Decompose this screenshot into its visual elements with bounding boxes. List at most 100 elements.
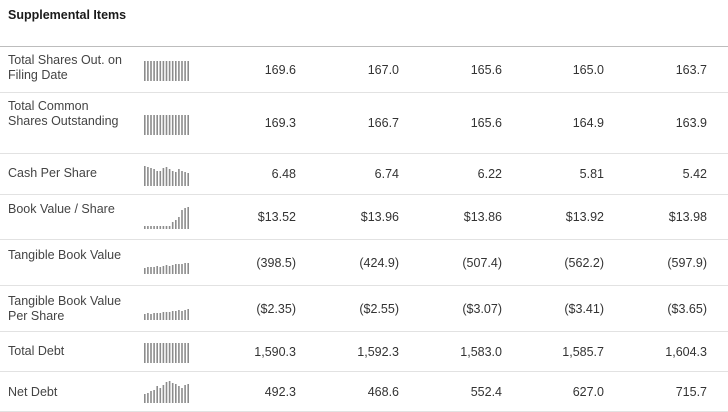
- sparkline-chart[interactable]: [143, 297, 191, 321]
- sparkline-bar: [156, 114, 158, 135]
- value-cell: 164.9: [572, 116, 604, 130]
- sparkline-bar: [181, 343, 183, 363]
- sparkline-bar: [162, 61, 165, 81]
- sparkline-bar: [181, 61, 183, 81]
- sparkline-bar: [171, 265, 174, 274]
- sparkline-bar: [165, 265, 168, 274]
- sparkline-bar: [162, 167, 165, 186]
- sparkline-bar: [153, 390, 155, 403]
- sparkline-chart[interactable]: [143, 163, 191, 187]
- sparkline-bar: [184, 343, 186, 363]
- sparkline-bar: [150, 391, 152, 403]
- sparkline-bar: [184, 171, 186, 186]
- value-cell: 1,590.3: [254, 344, 296, 359]
- sparkline-bar: [147, 343, 149, 363]
- sparkline-bar: [187, 172, 189, 186]
- value-cell: 5.42: [682, 167, 707, 181]
- sparkline-bar: [165, 114, 168, 135]
- sparkline-bar: [171, 221, 174, 229]
- sparkline-bar: [168, 225, 171, 229]
- sparkline-bar: [162, 225, 165, 229]
- table-row: Total Shares Out. on Filing Date 169.6 167…: [0, 47, 728, 93]
- value-cell: (562.2): [564, 255, 604, 270]
- value-cell: 166.7: [367, 116, 399, 130]
- table-row: Tangible Book Value (398.5) (424.9) (507.4)…: [0, 240, 728, 286]
- value-cell: 6.48: [271, 167, 296, 181]
- sparkline-bar: [144, 314, 146, 320]
- sparkline-bar: [156, 225, 158, 229]
- value-cell: 169.6: [264, 62, 296, 77]
- value-cell: ($2.55): [359, 301, 399, 316]
- sparkline-bar: [175, 384, 177, 403]
- sparkline-chart[interactable]: [143, 380, 191, 404]
- sparkline-bar: [168, 61, 171, 81]
- value-cell: 6.22: [477, 167, 502, 181]
- table-row: Tangible Book Value Per Share ($2.35) ($2.…: [0, 286, 728, 332]
- sparkline-bar: [153, 343, 155, 363]
- sparkline-bar: [153, 168, 155, 186]
- row-label: Total Common Shares Outstanding: [8, 99, 119, 128]
- table-row: Total Debt 1,590.3 1,592.3 1,583.0 1,585.7 1,…: [0, 332, 728, 372]
- sparkline-bar: [178, 168, 180, 186]
- sparkline-bar: [181, 114, 183, 135]
- sparkline-bar: [150, 343, 152, 363]
- sparkline-bar: [187, 206, 189, 229]
- value-cell: ($2.35): [256, 301, 296, 316]
- sparkline-chart[interactable]: [143, 251, 191, 275]
- header-divider: [0, 46, 728, 47]
- sparkline-bar: [162, 266, 165, 274]
- table-row: Cash Per Share 6.48 6.74 6.22 5.81 5.42: [0, 154, 728, 195]
- table-row: Net Debt 492.3 468.6 552.4 627.0 715.7: [0, 372, 728, 412]
- sparkline-chart[interactable]: [143, 58, 191, 82]
- sparkline-bar: [181, 170, 183, 186]
- table-row: Total Common Shares Outstanding 169.3 166.…: [0, 93, 728, 154]
- value-cell: 1,585.7: [562, 344, 604, 359]
- sparkline-bar: [187, 263, 189, 274]
- sparkline-bar: [187, 343, 189, 363]
- sparkline-bar: [187, 384, 189, 403]
- sparkline-bar: [171, 383, 174, 403]
- sparkline-bar: [150, 267, 152, 274]
- sparkline-bar: [144, 61, 146, 81]
- sparkline-bar: [168, 168, 171, 186]
- value-cell: 552.4: [470, 384, 502, 399]
- sparkline-chart[interactable]: [143, 112, 191, 136]
- sparkline-bar: [175, 114, 177, 135]
- sparkline-bar: [181, 388, 183, 403]
- sparkline-bar: [156, 343, 158, 363]
- sparkline-bar: [165, 225, 168, 229]
- sparkline-bar: [159, 343, 162, 363]
- value-cell: 468.6: [367, 384, 399, 399]
- sparkline-bar: [150, 314, 152, 320]
- sparkline-chart[interactable]: [143, 206, 191, 230]
- sparkline-bar: [187, 61, 189, 81]
- sparkline-bar: [165, 343, 168, 363]
- value-cell: 1,583.0: [460, 344, 502, 359]
- sparkline-bar: [178, 114, 180, 135]
- sparkline-chart[interactable]: [143, 340, 191, 364]
- sparkline-bar: [168, 312, 171, 320]
- sparkline-bar: [144, 394, 146, 403]
- sparkline-bar: [184, 207, 186, 229]
- sparkline-bar: [147, 225, 149, 229]
- sparkline-bar: [153, 313, 155, 320]
- row-label: Total Shares Out. on Filing Date: [8, 53, 122, 82]
- row-label: Tangible Book Value Per Share: [8, 294, 122, 323]
- sparkline-bar: [147, 313, 149, 320]
- sparkline-bar: [147, 114, 149, 135]
- value-cell: 165.6: [470, 62, 502, 77]
- sparkline-bar: [178, 310, 180, 320]
- sparkline-bar: [144, 268, 146, 274]
- value-cell: $13.92: [565, 210, 604, 224]
- row-label: Tangible Book Value: [8, 248, 122, 262]
- row-label: Book Value / Share: [8, 202, 115, 216]
- value-cell: 163.7: [675, 62, 707, 77]
- table-row: Book Value / Share $13.52 $13.96 $13.86 $13.…: [0, 195, 728, 240]
- sparkline-bar: [175, 264, 177, 274]
- sparkline-bar: [153, 267, 155, 274]
- value-cell: (507.4): [462, 255, 502, 270]
- value-cell: $13.98: [668, 210, 707, 224]
- sparkline-bar: [175, 219, 177, 229]
- value-cell: 169.3: [264, 116, 296, 130]
- sparkline-bar: [171, 61, 174, 81]
